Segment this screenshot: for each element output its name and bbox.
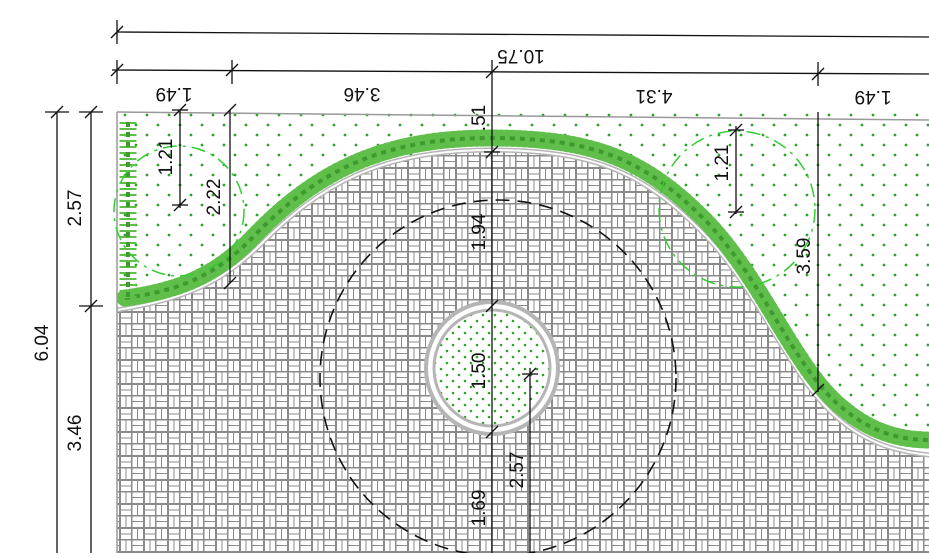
dim-seg-right-center: 4.31 <box>636 85 673 106</box>
dim-top-gap: .51 <box>469 105 490 131</box>
dimension-lines <box>45 20 929 553</box>
central-dashed-circle <box>319 199 677 557</box>
dim-tree-left-radius: 1.21 <box>156 139 177 176</box>
dim-seg-right: 1.49 <box>855 86 892 107</box>
dim-overall-width: 10.75 <box>497 45 545 66</box>
dim-pond-diameter: 1.50 <box>469 353 490 390</box>
dim-center-to-pond: 1.94 <box>469 213 490 250</box>
dim-left-bed-depth: 2.22 <box>204 179 225 216</box>
dim-seg-left: 1.49 <box>156 83 193 104</box>
dimension-labels: 10.75 1.49 3.46 4.31 1.49 6.04 2.57 3.46… <box>32 45 891 526</box>
dim-right-bed-depth: 3.59 <box>794 238 815 275</box>
tree-canopy-right <box>658 130 816 288</box>
dim-tree-right-radius: 1.21 <box>712 145 733 182</box>
dim-pond-offset: 2.57 <box>507 452 528 489</box>
dim-height-upper: 2.57 <box>65 190 86 227</box>
dim-height-total: 6.04 <box>32 324 53 361</box>
dim-height-lower: 3.46 <box>65 415 86 452</box>
dim-lower-depth: 1.69 <box>469 490 490 527</box>
dim-seg-left-center: 3.46 <box>344 83 381 104</box>
tree-canopy-left <box>113 145 245 277</box>
